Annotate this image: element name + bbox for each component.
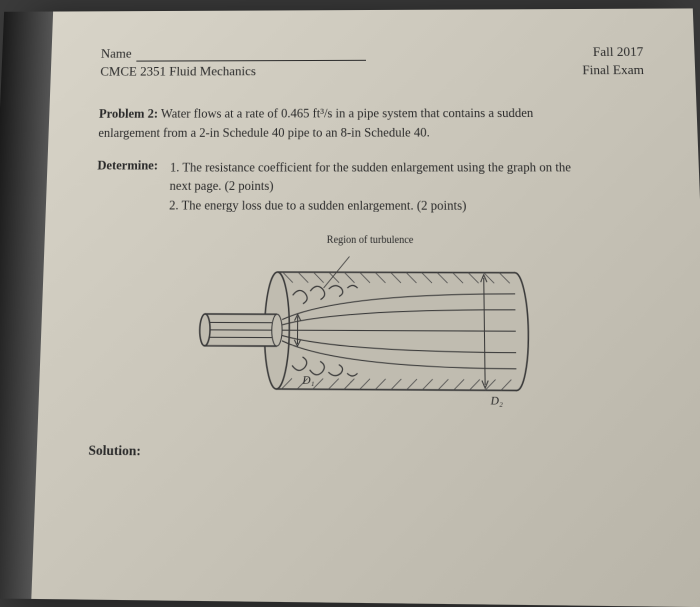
exam-page: Name Fall 2017 CMCE 2351 Fluid Mechanics…	[31, 8, 700, 607]
exam-label: Final Exam	[582, 62, 644, 78]
solution-label: Solution:	[88, 442, 656, 464]
semester-label: Fall 2017	[593, 44, 644, 60]
problem-line1: Water flows at a rate of 0.465 ft³/s in …	[161, 106, 534, 121]
header-row: Name Fall 2017	[101, 44, 644, 62]
course-code: CMCE 2351 Fluid Mechanics	[100, 63, 256, 79]
d1-label: D₁	[301, 374, 315, 387]
figure-caption: Region of turbulence	[95, 234, 650, 246]
d2-label: D₂	[489, 394, 503, 407]
problem-number: Problem 2:	[99, 107, 158, 121]
figure-area: Region of turbulence	[90, 234, 655, 413]
determine-items: 1. The resistance coefficient for the su…	[169, 157, 572, 215]
pipe-diagram: D₁ D₂	[193, 251, 549, 412]
name-field: Name	[101, 45, 366, 62]
problem-line2: enlargement from a 2-in Schedule 40 pipe…	[98, 125, 430, 140]
determine-label: Determine:	[96, 158, 158, 216]
determine-item1-line2: next page. (2 points)	[169, 179, 273, 193]
course-row: CMCE 2351 Fluid Mechanics Final Exam	[100, 62, 644, 80]
name-blank	[136, 47, 366, 62]
determine-item1-line1: 1. The resistance coefficient for the su…	[170, 160, 571, 175]
name-label: Name	[101, 46, 132, 62]
determine-item2: 2. The energy loss due to a sudden enlar…	[169, 198, 466, 213]
problem-statement: Problem 2: Water flows at a rate of 0.46…	[98, 104, 646, 143]
determine-section: Determine: 1. The resistance coefficient…	[96, 157, 649, 215]
